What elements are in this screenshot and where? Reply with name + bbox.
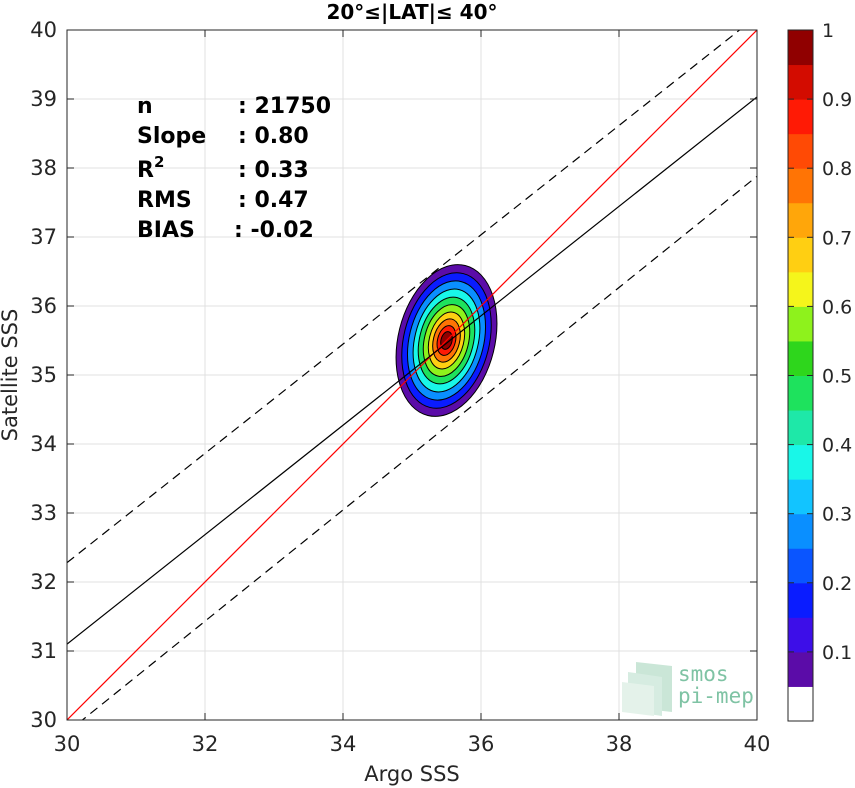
y-tick-label: 37 [30, 225, 57, 249]
y-tick-label: 31 [30, 639, 57, 663]
colorbar-segment [788, 444, 813, 480]
colorbar-segment [788, 168, 813, 204]
plot-area: 30 32 34 36 38 40 30 31 32 33 34 35 36 37 38 39 40 [30, 18, 771, 756]
colorbar: 0.1 0.2 0.3 0.4 0.5 0.6 0.7 0.8 0.9 1 [787, 20, 852, 722]
y-tick-label: 32 [30, 570, 57, 594]
colorbar-tick-label: 0.8 [822, 158, 852, 180]
colorbar-segment [788, 271, 813, 307]
colorbar-segment [788, 513, 813, 549]
y-tick-label: 35 [30, 363, 57, 387]
x-tick-label: 38 [606, 732, 633, 756]
colorbar-segment [788, 340, 813, 376]
y-axis-ticks: 30 31 32 33 34 35 36 37 38 39 40 [30, 18, 757, 732]
colorbar-segment [788, 133, 813, 169]
x-tick-label: 36 [468, 732, 495, 756]
colorbar-segment [788, 30, 813, 66]
stats-box: n : 21750 Slope : 0.80 R 2 : 0.33 RMS : 0.47 BIAS… [137, 94, 331, 243]
colorbar-segment [788, 651, 813, 687]
stat-key: RMS [137, 188, 192, 213]
stat-value: : 0.80 [238, 124, 309, 149]
y-tick-label: 40 [30, 18, 57, 42]
line-regression [67, 96, 757, 645]
y-tick-label: 34 [30, 432, 57, 456]
x-tick-label: 30 [54, 732, 81, 756]
colorbar-segment [788, 202, 813, 238]
stat-value: : 21750 [238, 94, 331, 119]
colorbar-tick-label: 0.5 [822, 366, 852, 388]
line-upper-bound [67, 30, 741, 564]
stat-key: R [137, 158, 154, 183]
colorbar-segment [788, 375, 813, 411]
logo-line-2: pi-mep [678, 684, 754, 708]
colorbar-segment [788, 237, 813, 273]
colorbar-tick-label: 0.6 [822, 296, 852, 318]
colorbar-tick-label: 0.7 [822, 227, 852, 249]
logo-line-1: smos [678, 662, 729, 686]
y-tick-label: 39 [30, 87, 57, 111]
colorbar-tick-label: 0.3 [822, 504, 852, 526]
x-axis-ticks: 30 32 34 36 38 40 [54, 30, 771, 756]
colorbar-tick-label: 0.2 [822, 573, 852, 595]
colorbar-segment [788, 99, 813, 135]
stat-value: : 0.47 [238, 188, 309, 213]
x-tick-label: 34 [330, 732, 357, 756]
colorbar-segment [788, 479, 813, 515]
y-tick-label: 38 [30, 156, 57, 180]
colorbar-tick-label: 0.4 [822, 435, 852, 457]
y-axis-label: Satellite SSS [0, 309, 22, 442]
chart-title: 20°≤|LAT|≤ 40° [326, 0, 497, 24]
colorbar-tick-label: 0.1 [822, 642, 852, 664]
reference-lines [67, 30, 757, 720]
stat-value: : 0.33 [238, 158, 309, 183]
colorbar-segment [788, 617, 813, 653]
colorbar-segment [788, 64, 813, 100]
line-identity [67, 30, 757, 720]
y-tick-label: 33 [30, 501, 57, 525]
stat-key: BIAS [137, 218, 195, 243]
line-lower-bound [81, 175, 757, 720]
colorbar-segment [788, 686, 813, 722]
y-tick-label: 30 [30, 708, 57, 732]
stat-value: : -0.02 [234, 218, 314, 243]
x-tick-label: 40 [744, 732, 771, 756]
x-tick-label: 32 [192, 732, 219, 756]
logo-mark-icon [622, 662, 672, 716]
stat-key-superscript: 2 [154, 153, 164, 171]
colorbar-segment [788, 306, 813, 342]
colorbar-segment [788, 582, 813, 618]
x-axis-label: Argo SSS [364, 762, 459, 786]
colorbar-tick-label: 1 [822, 20, 834, 42]
stat-key: Slope [137, 124, 206, 149]
grid [66, 29, 758, 721]
colorbar-segment [788, 548, 813, 584]
stat-key: n [137, 94, 153, 119]
smos-pi-mep-logo: smos pi-mep [622, 662, 754, 716]
colorbar-segment [788, 410, 813, 446]
y-tick-label: 36 [30, 294, 57, 318]
colorbar-tick-label: 0.9 [822, 89, 852, 111]
